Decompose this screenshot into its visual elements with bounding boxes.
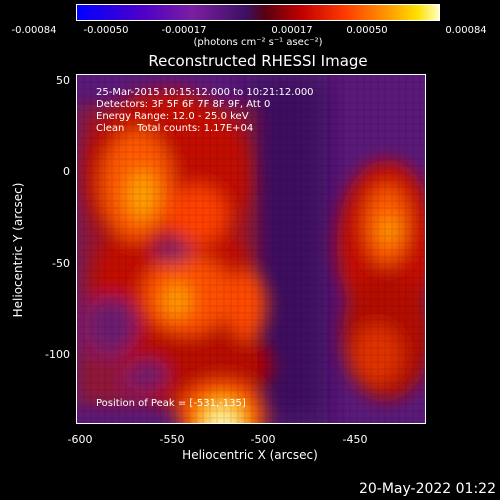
image-plot-area bbox=[76, 74, 426, 424]
y-axis-label: Heliocentric Y (arcsec) bbox=[11, 182, 25, 318]
colorbar-tick: -0.00050 bbox=[83, 25, 129, 36]
colorbar-tick: 0.00084 bbox=[445, 25, 487, 36]
peak-position-label: Position of Peak = [-531,-135] bbox=[96, 398, 246, 409]
colorbar-tick: -0.00084 bbox=[11, 25, 57, 36]
colorbar-tick: -0.00017 bbox=[161, 25, 207, 36]
y-tick-label: -100 bbox=[45, 348, 70, 361]
y-tick-label: 0 bbox=[63, 165, 70, 178]
x-tick-label: -550 bbox=[159, 433, 185, 446]
info-clean-counts: Clean Total counts: 1.17E+04 bbox=[96, 123, 254, 134]
colorbar-tick: 0.00017 bbox=[271, 25, 313, 36]
colorbar bbox=[76, 4, 440, 21]
y-tick-label: -50 bbox=[52, 257, 70, 270]
y-tick-label: 50 bbox=[56, 74, 70, 87]
x-tick-label: -600 bbox=[67, 433, 93, 446]
x-tick-label: -450 bbox=[342, 433, 368, 446]
timestamp: 20-May-2022 01:22 bbox=[358, 481, 496, 497]
emission-map bbox=[77, 75, 425, 423]
x-tick-label: -500 bbox=[250, 433, 276, 446]
info-time-range: 25-Mar-2015 10:15:12.000 to 10:21:12.000 bbox=[96, 87, 314, 98]
colorbar-tick: 0.00050 bbox=[346, 25, 388, 36]
colorbar-unit: (photons cm⁻² s⁻¹ asec⁻²) bbox=[193, 37, 323, 48]
x-axis-label: Heliocentric X (arcsec) bbox=[182, 448, 318, 462]
plot-title: Reconstructed RHESSI Image bbox=[148, 52, 368, 70]
info-energy-range: Energy Range: 12.0 - 25.0 keV bbox=[96, 111, 249, 122]
info-detectors: Detectors: 3F 5F 6F 7F 8F 9F, Att 0 bbox=[96, 99, 271, 110]
